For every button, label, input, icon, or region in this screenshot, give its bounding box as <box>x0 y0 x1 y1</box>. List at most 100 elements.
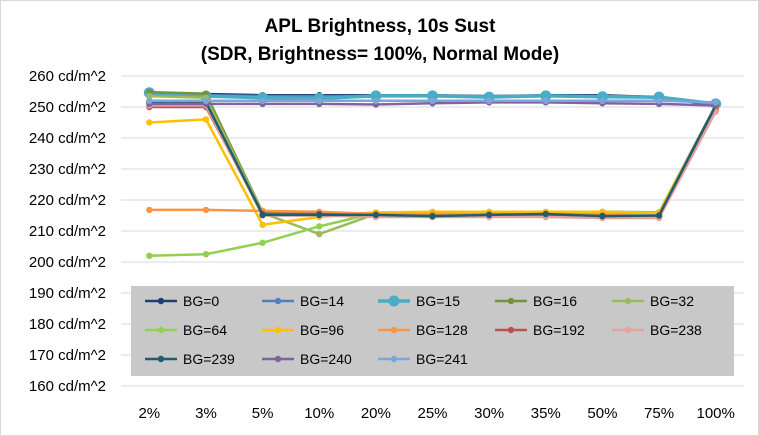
y-axis-tick-labels: 160 cd/m^2 170 cd/m^2 180 cd/m^2 190 cd/m^2… <box>29 68 106 395</box>
y-tick-label: 210 cd/m^2 <box>29 223 106 240</box>
data-point <box>542 97 549 105</box>
y-tick-label: 190 cd/m^2 <box>29 285 106 302</box>
data-point <box>372 211 380 219</box>
legend-item: BG=96 <box>262 322 344 338</box>
legend-item: BG=192 <box>495 322 585 338</box>
data-point <box>429 97 436 105</box>
data-point <box>259 211 266 219</box>
x-tick-label: 25% <box>417 405 447 422</box>
data-point <box>485 97 493 105</box>
data-point <box>655 212 663 219</box>
legend-label: BG=16 <box>533 293 577 309</box>
legend-swatch-marker <box>274 326 282 334</box>
legend-item: BG=16 <box>495 293 577 309</box>
data-point <box>655 97 663 105</box>
data-point <box>146 119 153 126</box>
data-point <box>146 97 153 105</box>
x-tick-label: 3% <box>195 405 217 422</box>
legend-swatch-marker <box>507 326 515 334</box>
data-point <box>370 90 382 102</box>
data-point <box>316 230 323 238</box>
y-tick-label: 260 cd/m^2 <box>29 68 106 85</box>
legend-label: BG=238 <box>650 322 702 338</box>
legend-item: BG=15 <box>378 293 460 309</box>
data-series <box>143 87 722 259</box>
legend-label: BG=64 <box>183 322 227 338</box>
data-point <box>429 212 436 220</box>
data-point <box>202 116 210 123</box>
y-tick-label: 200 cd/m^2 <box>29 254 106 271</box>
y-tick-label: 230 cd/m^2 <box>29 161 106 178</box>
y-tick-label: 160 cd/m^2 <box>29 378 106 395</box>
x-tick-label: 10% <box>304 405 334 422</box>
data-point <box>599 97 606 105</box>
legend-item: BG=238 <box>612 322 702 338</box>
data-point <box>542 210 549 218</box>
legend-swatch-marker <box>157 326 165 334</box>
chart-title: APL Brightness, 10s Sust <box>265 16 497 37</box>
data-point <box>540 90 552 102</box>
data-point <box>485 211 493 219</box>
legend: BG=0 BG=14 BG=15 BG=16 BG=32 BG=64 BG=96 BG=128… <box>131 286 734 376</box>
legend-swatch-marker <box>388 295 400 307</box>
data-point <box>259 239 266 246</box>
x-axis-tick-labels: 2% 3% 5% 10% 20% 25% 30% 35% 50% 75% 100% <box>138 405 734 422</box>
data-point <box>427 90 438 102</box>
x-tick-label: 100% <box>696 405 734 422</box>
legend-item: BG=240 <box>262 351 352 367</box>
x-tick-label: 50% <box>587 405 617 422</box>
legend-swatch-marker <box>157 355 165 363</box>
data-point <box>146 92 153 100</box>
legend-swatch-marker <box>390 326 398 334</box>
data-point <box>146 252 153 259</box>
legend-swatch-marker <box>274 297 282 305</box>
data-point <box>316 223 323 230</box>
x-tick-label: 2% <box>138 405 160 422</box>
data-point <box>712 99 719 106</box>
legend-swatch-marker <box>274 355 282 363</box>
chart-subtitle: (SDR, Brightness= 100%, Normal Mode) <box>201 44 559 65</box>
x-tick-label: 75% <box>644 405 674 422</box>
legend-label: BG=15 <box>416 293 460 309</box>
legend-item: BG=0 <box>145 293 219 309</box>
data-point <box>202 251 210 258</box>
legend-label: BG=128 <box>416 322 468 338</box>
legend-swatch-marker <box>624 297 632 305</box>
legend-label: BG=0 <box>183 293 219 309</box>
legend-item: BG=239 <box>145 351 235 367</box>
x-tick-label: 20% <box>361 405 391 422</box>
legend-swatch-marker <box>507 297 515 305</box>
x-tick-label: 5% <box>252 405 274 422</box>
legend-item: BG=241 <box>378 351 468 367</box>
legend-label: BG=14 <box>300 293 344 309</box>
legend-swatch-marker <box>390 355 398 363</box>
legend-swatch-marker <box>624 326 632 334</box>
y-tick-label: 170 cd/m^2 <box>29 347 106 364</box>
legend-label: BG=240 <box>300 351 352 367</box>
legend-item: BG=14 <box>262 293 344 309</box>
legend-label: BG=192 <box>533 322 585 338</box>
legend-item: BG=64 <box>145 322 227 338</box>
data-point <box>372 97 380 105</box>
y-tick-label: 180 cd/m^2 <box>29 316 106 333</box>
y-tick-label: 220 cd/m^2 <box>29 192 106 209</box>
data-point <box>316 97 323 105</box>
legend-label: BG=241 <box>416 351 468 367</box>
legend-label: BG=32 <box>650 293 694 309</box>
data-point <box>202 97 210 105</box>
data-point <box>202 206 210 214</box>
x-tick-label: 35% <box>531 405 561 422</box>
legend-label: BG=96 <box>300 322 344 338</box>
legend-item: BG=128 <box>378 322 468 338</box>
legend-label: BG=239 <box>183 351 235 367</box>
data-point <box>599 212 606 220</box>
data-point <box>316 211 323 219</box>
y-tick-label: 250 cd/m^2 <box>29 99 106 116</box>
legend-swatch-marker <box>157 297 165 305</box>
legend-item: BG=32 <box>612 293 694 309</box>
data-point <box>259 221 266 228</box>
data-point <box>259 97 266 105</box>
y-tick-label: 240 cd/m^2 <box>29 130 106 147</box>
